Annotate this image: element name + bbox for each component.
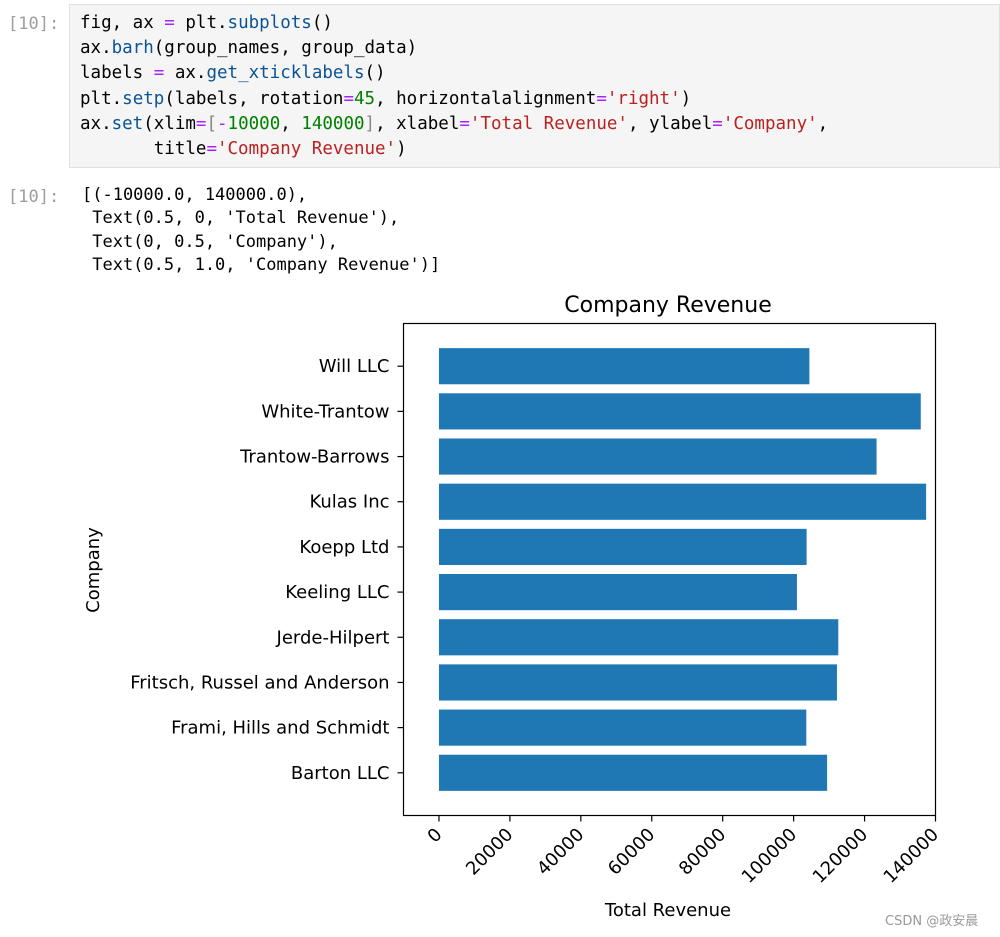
bar [438, 619, 839, 656]
code-token: (labels, rotation [164, 88, 344, 109]
code-token: setp [122, 88, 165, 109]
code-token: (group_names, group_data) [153, 38, 418, 59]
code-token: = [153, 63, 165, 84]
x-tick-label: 100000 [738, 824, 801, 887]
y-tick-label: Kulas Inc [309, 492, 389, 513]
code-token: set [111, 113, 144, 134]
code-token: = [343, 88, 354, 109]
code-token: = [459, 113, 470, 134]
code-line: title='Company Revenue') [80, 139, 407, 159]
code-token: = [596, 88, 607, 109]
code-editor[interactable]: fig, ax = plt.subplots() ax.barh(group_n… [80, 11, 828, 162]
y-tick-label: Frami, Hills and Schmidt [171, 718, 389, 739]
code-token: fig, ax [80, 13, 165, 33]
x-tick-label: 80000 [675, 824, 730, 879]
code-token: ) [680, 88, 692, 109]
y-tick-label: Koepp Ltd [299, 537, 389, 558]
code-token: ax. [164, 63, 207, 84]
plot-frame [402, 322, 937, 817]
y-axis-label: Company [83, 527, 104, 613]
code-token: - [217, 113, 228, 134]
code-token: [ [206, 113, 217, 134]
code-token: 'Total Revenue' [469, 113, 628, 134]
code-token: = [206, 139, 217, 160]
code-token: = [195, 113, 207, 134]
code-token: get_xticklabels [206, 63, 365, 84]
chart-title: Company Revenue [564, 293, 771, 318]
watermark: CSDN @政安晨 [885, 914, 979, 929]
code-token: 'Company Revenue' [216, 139, 397, 160]
y-tick-label: Barton LLC [291, 763, 390, 784]
code-cell[interactable]: fig, ax = plt.subplots() ax.barh(group_n… [69, 4, 1000, 168]
y-tick-label: Jerde-Hilpert [276, 627, 390, 648]
x-tick-label: 20000 [462, 824, 517, 879]
x-axis-label: Total Revenue [604, 900, 731, 921]
input-prompt: [10]: [8, 14, 60, 34]
bar [438, 438, 877, 475]
bar [438, 709, 807, 746]
bar [438, 754, 828, 791]
code-token: title [80, 139, 207, 160]
code-token: 10000 [227, 113, 281, 134]
x-tick-label: 140000 [880, 824, 943, 887]
y-tick-label: Keeling LLC [285, 582, 389, 603]
code-token: labels [80, 63, 154, 84]
code-token: , [817, 113, 829, 134]
bar [438, 393, 921, 430]
code-token: plt. [80, 88, 123, 109]
x-tick-label: 40000 [533, 824, 588, 879]
code-token: , [280, 113, 302, 134]
code-token: 45 [353, 88, 376, 109]
code-token: ] [364, 113, 376, 134]
bar [438, 483, 927, 520]
code-token: 'Company' [722, 113, 818, 134]
code-token: ) [396, 139, 407, 160]
x-tick-label: 0 [424, 824, 447, 847]
code-token: , horizontalalignment [375, 88, 597, 109]
code-line: fig, ax = plt.subplots() [80, 13, 333, 33]
code-token: () [311, 13, 333, 33]
code-token: ax. [80, 38, 112, 59]
output-text: [(-10000.0, 140000.0), Text(0.5, 0, 'Tot… [82, 185, 441, 275]
code-line: ax.barh(group_names, group_data) [80, 38, 417, 58]
code-line: ax.set(xlim=[-10000, 140000], xlabel='To… [80, 114, 828, 134]
code-token: , ylabel [627, 113, 713, 134]
bar [438, 574, 797, 611]
code-line: plt.setp(labels, rotation=45, horizontal… [80, 89, 691, 109]
code-token: = [164, 13, 175, 33]
code-token: barh [111, 38, 154, 59]
bar [438, 528, 807, 565]
output-prompt: [10]: [8, 187, 60, 207]
y-tick-label: Will LLC [319, 356, 390, 377]
code-token: , xlabel [375, 113, 460, 134]
code-token: () [364, 63, 386, 84]
code-token: (xlim [143, 113, 196, 134]
y-tick-label: Fritsch, Russel and Anderson [130, 672, 389, 693]
code-line: labels = ax.get_xticklabels() [80, 63, 386, 83]
code-token: ax. [80, 113, 112, 134]
code-token: subplots [227, 13, 312, 33]
x-tick-label: 60000 [604, 824, 659, 879]
bar [438, 664, 837, 701]
code-token: 140000 [301, 113, 365, 134]
bar [438, 348, 810, 385]
code-token: plt. [174, 13, 228, 33]
x-tick-label: 120000 [809, 824, 872, 887]
y-tick-label: Trantow-Barrows [239, 447, 389, 468]
code-token: = [712, 113, 723, 134]
y-tick-label: White-Trantow [261, 401, 389, 422]
code-token: 'right' [606, 88, 681, 109]
